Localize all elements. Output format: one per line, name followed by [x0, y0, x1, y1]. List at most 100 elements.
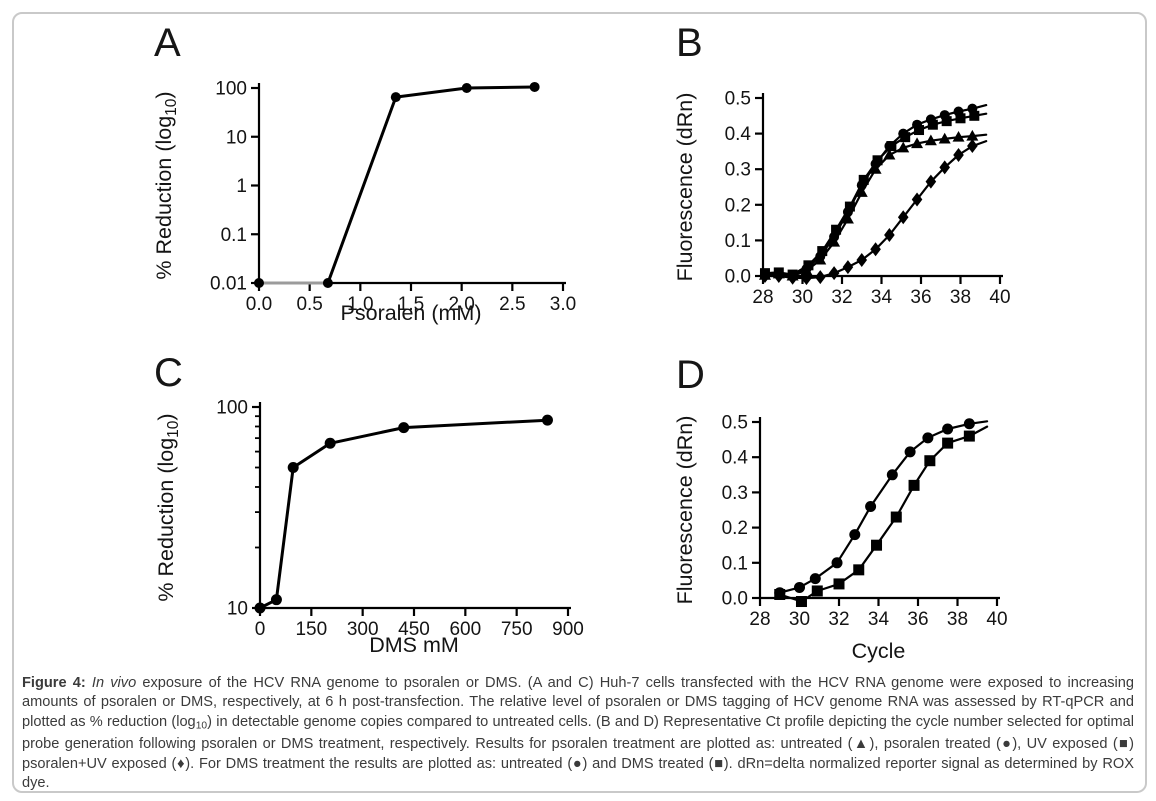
- panel-d-label: D: [676, 353, 705, 397]
- series-line: [258, 418, 549, 610]
- diamond-marker: [939, 160, 950, 175]
- circle-marker: [324, 437, 336, 449]
- square-marker: [941, 116, 952, 127]
- caption-segment: ) in detectable genome copies compared t…: [22, 713, 1135, 792]
- x-tick-label: 36: [910, 287, 931, 308]
- y-tick-label: 0.0: [725, 267, 751, 288]
- square-marker: [774, 588, 786, 600]
- series-uv-exposed: [759, 110, 988, 280]
- circle-marker: [912, 119, 923, 130]
- circle-marker: [884, 141, 895, 152]
- series-untreated: [758, 129, 988, 281]
- y-tick-label: 10: [226, 127, 247, 148]
- x-tick-label: 32: [828, 609, 849, 630]
- series-psoralen-uv-exposed: [759, 139, 988, 286]
- series-line: [326, 85, 537, 285]
- diamond-marker: [814, 270, 826, 285]
- circle-marker: [967, 103, 978, 114]
- circle-marker: [270, 594, 282, 606]
- square-marker: [811, 585, 823, 597]
- triangle-marker: [966, 129, 979, 141]
- y-tick-label: 0.0: [722, 589, 748, 610]
- y-tick-label: 0.3: [722, 483, 748, 504]
- square-marker: [969, 110, 980, 121]
- triangle-marker: [924, 134, 937, 146]
- circle-marker: [254, 278, 264, 288]
- y-axis-label: % Reduction (log10): [152, 91, 180, 279]
- square-marker: [853, 564, 865, 576]
- panel-a-label: A: [154, 21, 181, 65]
- circle-marker: [963, 418, 975, 430]
- x-axis-label: Psoralen (mM): [341, 301, 482, 325]
- diamond-marker: [801, 271, 812, 286]
- circle-marker: [942, 423, 954, 435]
- circle-marker: [925, 114, 936, 125]
- diamond-marker: [759, 269, 771, 283]
- caption-segment: Figure 4:: [22, 675, 86, 691]
- circle-marker: [794, 581, 805, 593]
- x-tick-label: 36: [907, 609, 928, 630]
- triangle-marker: [897, 141, 910, 153]
- x-tick-label: 900: [552, 619, 584, 640]
- circle-marker: [898, 128, 909, 139]
- triangle-marker: [855, 186, 868, 197]
- diamond-marker: [870, 242, 881, 257]
- triangle-marker: [938, 132, 951, 144]
- y-axis-label: % Reduction (log10): [154, 413, 182, 601]
- circle-marker: [529, 81, 540, 92]
- diamond-marker: [953, 147, 964, 162]
- diamond-marker: [842, 260, 854, 275]
- circle-marker: [287, 462, 299, 474]
- circle-marker: [865, 500, 877, 512]
- circle-marker: [801, 263, 812, 274]
- chart-panel-b: 0.0 0.1 0.2 0.3 0.4 0.5 28 30 32 34 36 38 40 Fluoresc…: [673, 89, 1011, 309]
- diamond-marker: [828, 266, 840, 281]
- x-tick-label: 2.0: [448, 294, 474, 315]
- y-tick-label: 0.2: [725, 195, 751, 216]
- y-tick-label: 1: [236, 176, 247, 197]
- y-tick-label: 10: [227, 599, 248, 620]
- square-marker: [914, 125, 925, 136]
- y-tick-label: 0.4: [722, 448, 749, 469]
- diamond-marker: [897, 210, 909, 225]
- x-tick-label: 40: [989, 287, 1010, 308]
- circle-marker: [831, 557, 843, 569]
- y-tick-label: 0.4: [725, 124, 752, 145]
- x-tick-label: 1.5: [398, 294, 424, 315]
- square-marker: [908, 479, 920, 491]
- square-marker: [955, 113, 966, 124]
- x-tick-label: 28: [752, 287, 773, 308]
- x-tick-label: 38: [950, 287, 971, 308]
- x-tick-label: 0: [255, 619, 266, 640]
- y-tick-label: 0.01: [210, 274, 247, 295]
- chart-panel-d: 0.0 0.1 0.2 0.3 0.4 0.5 28 30 32 34 36 38 40 Fluoresc…: [673, 413, 1008, 664]
- x-tick-label: 3.0: [550, 294, 576, 315]
- circle-marker: [849, 529, 861, 541]
- circle-marker: [815, 251, 826, 262]
- diamond-marker: [773, 269, 785, 283]
- caption-segment: exposure of the HCV RNA genome to psoral…: [22, 675, 1134, 730]
- x-tick-label: 750: [501, 619, 533, 640]
- series-dms-treated: [774, 425, 989, 608]
- x-tick-label: 40: [986, 609, 1007, 630]
- x-tick-label: 34: [871, 287, 893, 308]
- square-marker: [833, 578, 845, 590]
- square-marker: [831, 224, 842, 235]
- y-tick-label: 100: [216, 398, 248, 419]
- circle-marker: [870, 158, 881, 169]
- series-psoralen-treated: [254, 81, 540, 288]
- square-marker: [858, 174, 869, 185]
- y-axis-label: Fluorescence (dRn): [673, 93, 697, 282]
- square-marker: [927, 119, 938, 130]
- diamond-marker: [911, 192, 923, 207]
- square-marker: [890, 511, 902, 523]
- diamond-marker: [967, 139, 978, 154]
- panel-c-label: C: [154, 351, 183, 395]
- diamond-marker: [856, 252, 868, 267]
- y-axis-label: Fluorescence (dRn): [673, 416, 697, 605]
- x-axis-label: DMS mM: [369, 633, 459, 657]
- circle-marker: [461, 83, 472, 93]
- y-tick-label: 100: [215, 79, 247, 100]
